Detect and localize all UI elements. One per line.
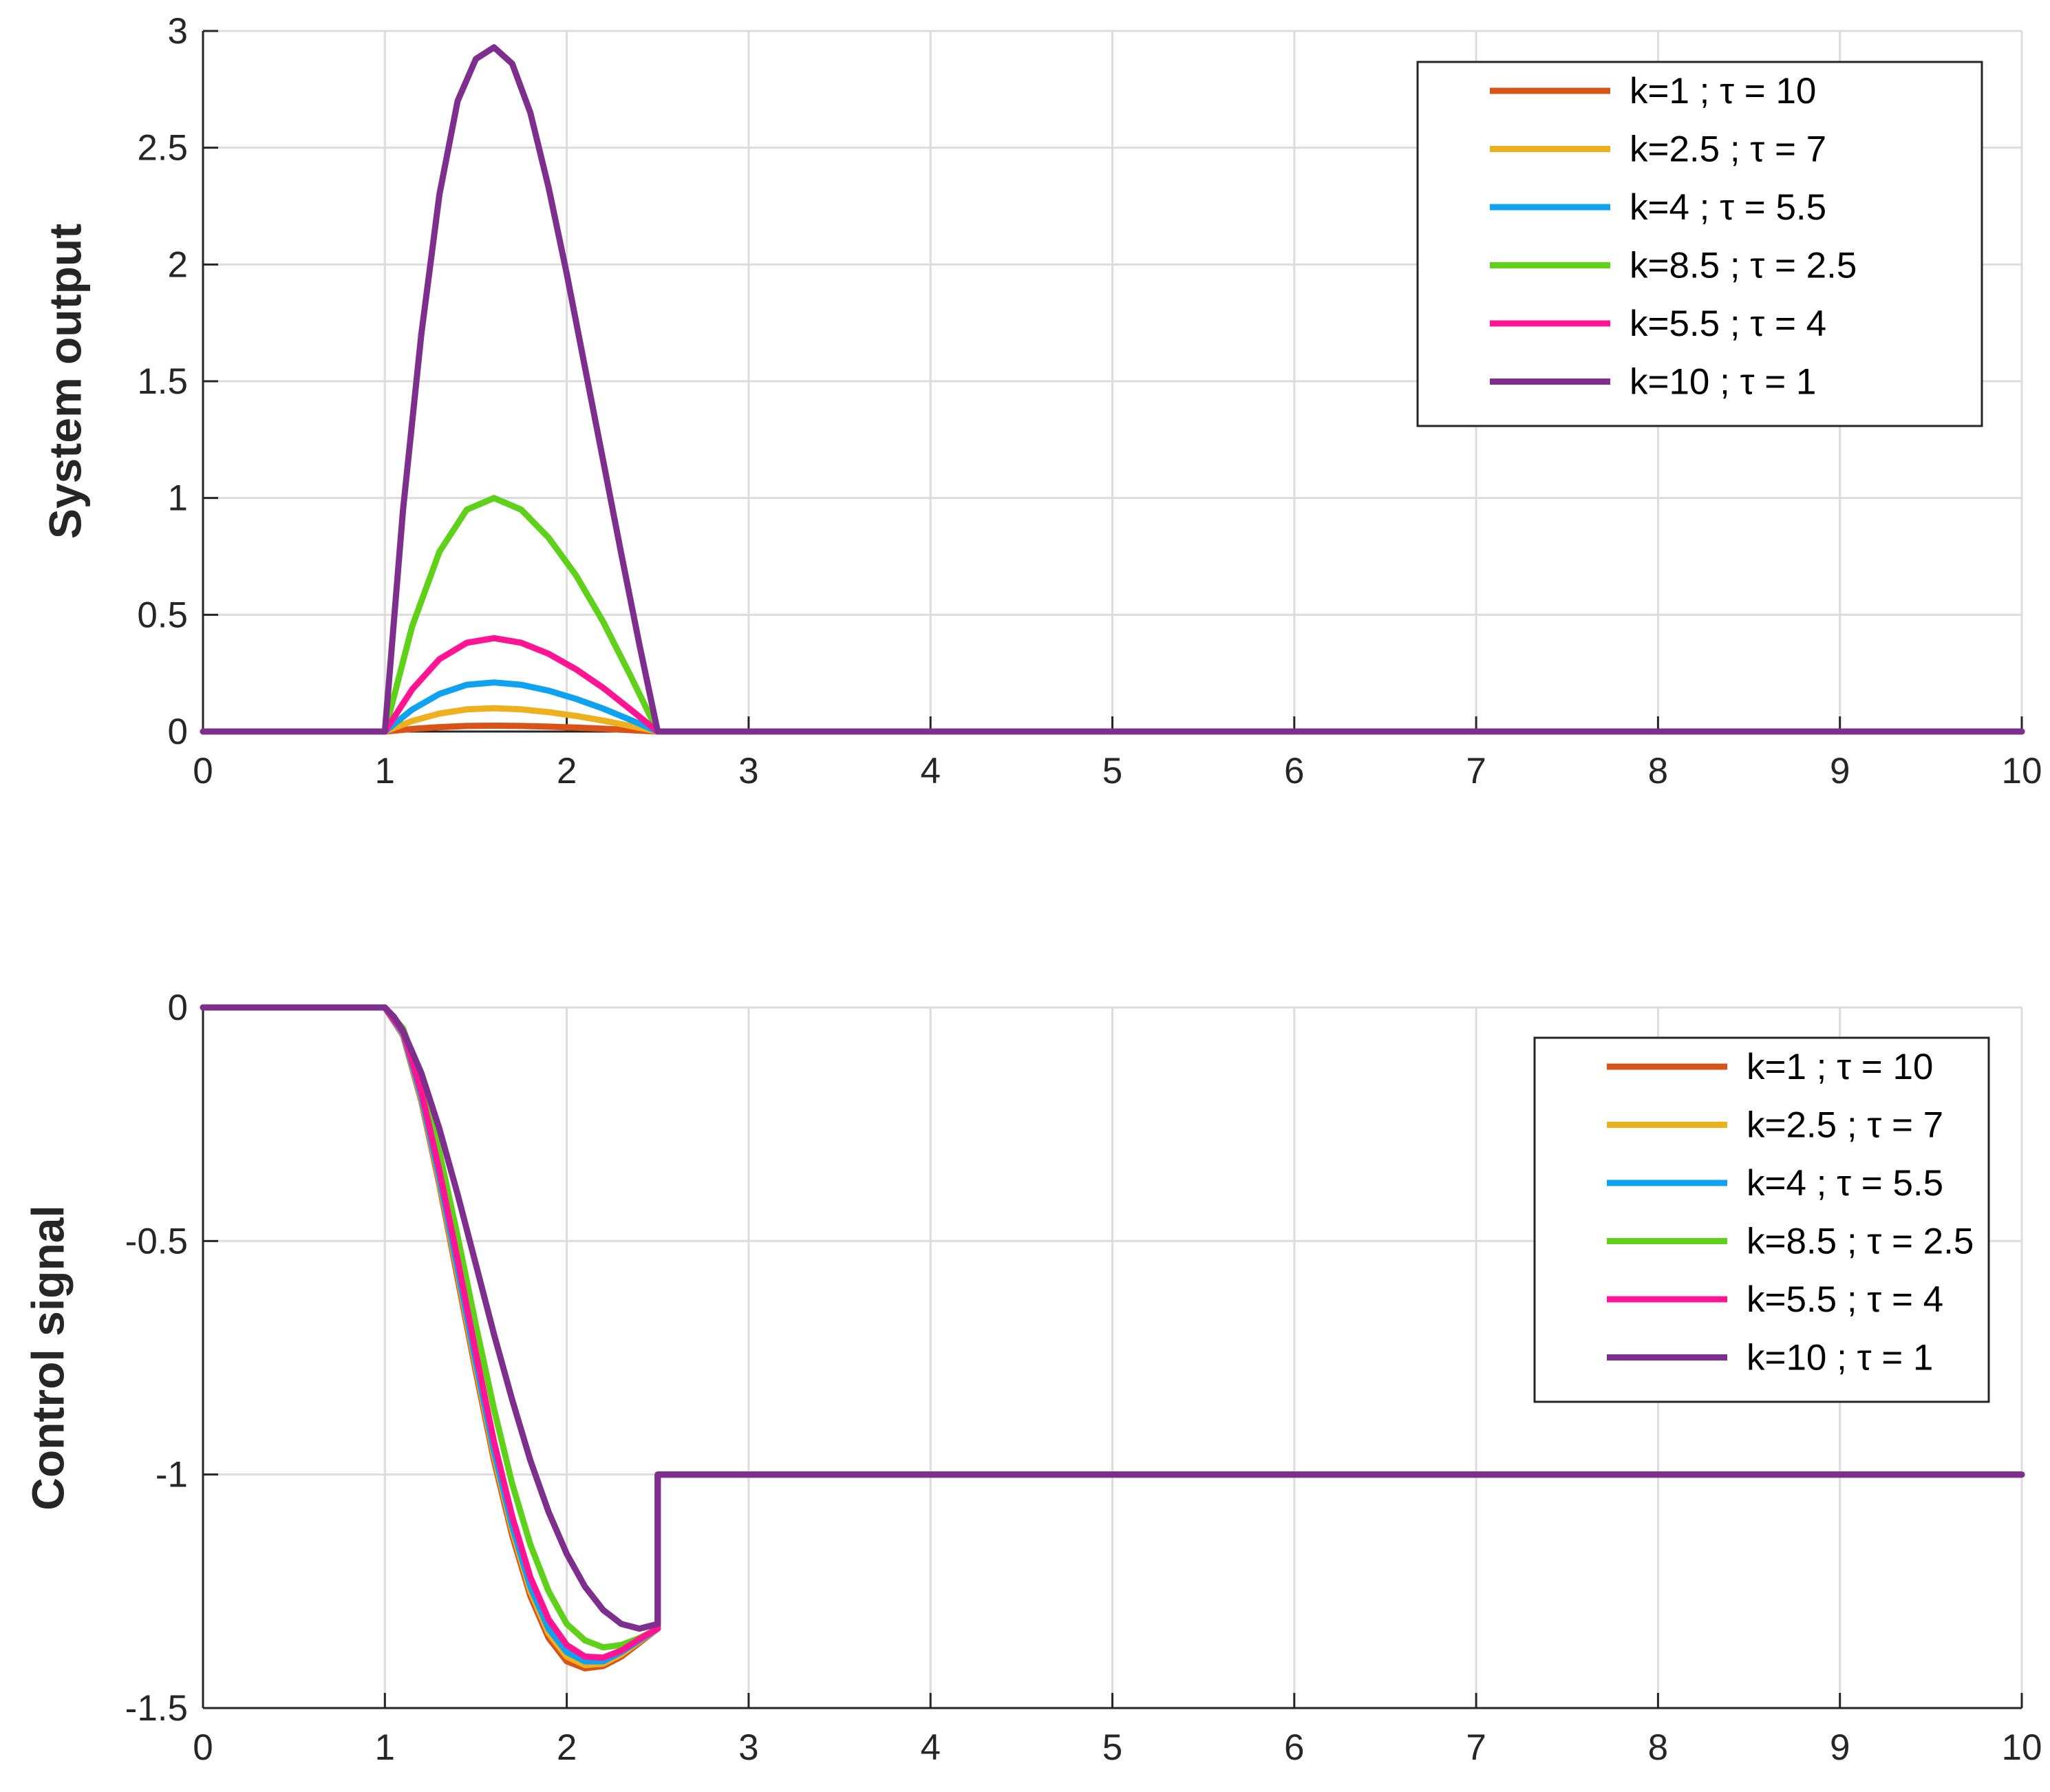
legend-entry: k=10 ; τ = 1 (1630, 362, 1816, 403)
y-tick-label: 0 (168, 712, 188, 752)
x-tick-label: 0 (193, 1727, 213, 1768)
x-tick-label: 9 (1830, 1727, 1850, 1768)
y-tick-label: 1.5 (137, 361, 188, 402)
x-tick-label: 7 (1466, 1727, 1486, 1768)
y-tick-label: -1.5 (125, 1688, 188, 1729)
x-tick-label: 4 (920, 751, 940, 791)
legend-entry: k=4 ; τ = 5.5 (1630, 187, 1826, 228)
series-line-2 (200, 705, 2025, 735)
series-line-6 (200, 1004, 2025, 1632)
series-line-3 (200, 679, 2025, 735)
legend-entry: k=1 ; τ = 10 (1747, 1047, 1933, 1087)
x-tick-label: 10 (2002, 1727, 2042, 1768)
legend-entry: k=8.5 ; τ = 2.5 (1630, 246, 1857, 286)
legend-entry: k=2.5 ; τ = 7 (1630, 129, 1826, 170)
x-tick-label: 6 (1284, 1727, 1304, 1768)
series-line-5 (200, 634, 2025, 735)
legend-entry: k=10 ; τ = 1 (1747, 1338, 1933, 1378)
x-tick-label: 3 (738, 1727, 758, 1768)
y-tick-label: 1 (168, 478, 188, 519)
series-group (200, 44, 2025, 735)
y-tick-label: 0 (168, 988, 188, 1028)
legend-entry: k=5.5 ; τ = 4 (1747, 1279, 1943, 1320)
x-tick-label: 0 (193, 751, 213, 791)
legend: k=1 ; τ = 10 k=2.5 ; τ = 7 k=4 ; τ = 5.5 k=… (1416, 61, 1983, 427)
x-tick-label: 1 (375, 751, 395, 791)
chart-panel-2: 0 1 2 3 4 5 6 7 8 9 10 0 -0.5 -1 -1.5 Control signal k=1… (22, 988, 2042, 1768)
series-group (200, 1004, 2025, 1672)
x-tick-label: 4 (920, 1727, 940, 1768)
legend-entry: k=1 ; τ = 10 (1630, 71, 1816, 111)
y-axis-title: Control signal (22, 1205, 73, 1511)
series-line-5 (200, 1004, 2025, 1661)
y-tick-label: -1 (156, 1455, 188, 1495)
x-tick-label: 3 (738, 751, 758, 791)
series-line-4 (200, 495, 2025, 735)
legend: k=1 ; τ = 10 k=2.5 ; τ = 7 k=4 ; τ = 5.5 k=… (1533, 1036, 1990, 1403)
legend-entry: k=5.5 ; τ = 4 (1630, 303, 1826, 344)
x-tick-label: 5 (1102, 751, 1122, 791)
legend-entry: k=4 ; τ = 5.5 (1747, 1163, 1943, 1204)
y-tick-label: 0.5 (137, 595, 188, 635)
y-tick-label: -0.5 (125, 1221, 188, 1261)
y-axis-title: System output (39, 224, 90, 539)
x-tick-label: 2 (557, 1727, 577, 1768)
series-line-6 (200, 44, 2025, 735)
series-line-1 (200, 723, 2025, 735)
x-tick-label: 10 (2002, 751, 2042, 791)
legend-box (1416, 61, 1983, 427)
legend-entry: k=8.5 ; τ = 2.5 (1747, 1222, 1974, 1262)
y-tick-label: 2 (168, 244, 188, 285)
x-tick-label: 2 (557, 751, 577, 791)
x-tick-label: 7 (1466, 751, 1486, 791)
x-tick-label: 6 (1284, 751, 1304, 791)
legend-entry: k=2.5 ; τ = 7 (1747, 1105, 1943, 1146)
y-tick-label: 2.5 (137, 128, 188, 169)
x-tick-label: 1 (375, 1727, 395, 1768)
x-tick-label: 5 (1102, 1727, 1122, 1768)
x-tick-label: 9 (1830, 751, 1850, 791)
x-tick-label: 8 (1648, 751, 1668, 791)
x-tick-label: 8 (1648, 1727, 1668, 1768)
legend-box (1533, 1036, 1990, 1403)
chart-panel-1: 0 1 2 3 4 5 6 7 8 9 10 0 0.5 1 1.5 2 2.5 3 System output k=… (39, 11, 2042, 791)
y-tick-label: 3 (168, 11, 188, 52)
